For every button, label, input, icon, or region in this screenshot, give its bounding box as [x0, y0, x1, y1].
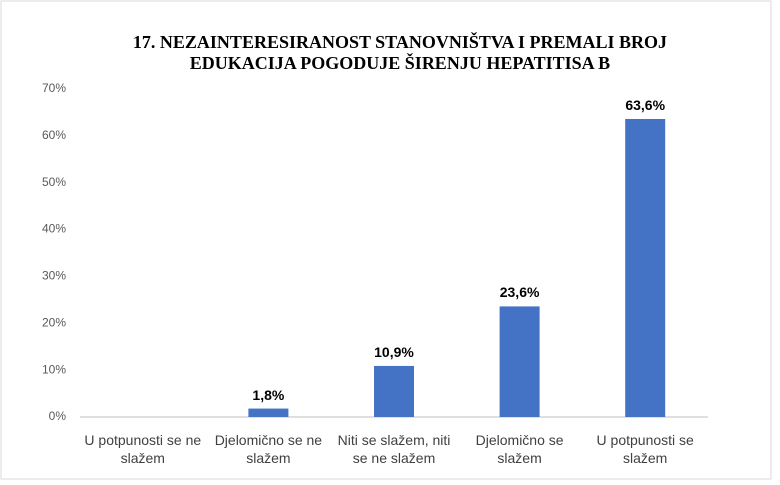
chart-border: [0, 0, 772, 480]
y-tick-label: 0%: [49, 409, 67, 423]
y-tick-label: 50%: [42, 175, 66, 189]
bar: [248, 408, 289, 417]
x-tick-label: Niti se slažem, niti se ne slažem: [337, 432, 451, 466]
bar: [625, 118, 666, 417]
data-label: 1,8%: [252, 386, 285, 403]
y-tick-label: 40%: [42, 222, 66, 236]
data-label: 10,9%: [374, 343, 414, 360]
x-tick-label: U potpunosti se slažem: [596, 432, 694, 466]
x-tick-label: Djelomično se ne slažem: [214, 432, 323, 466]
data-label: 23,6%: [499, 284, 540, 301]
bar: [374, 365, 414, 417]
y-tick-label: 30%: [42, 269, 66, 283]
y-tick-label: 60%: [42, 128, 66, 142]
y-tick-label: 70%: [42, 81, 66, 95]
x-tick-label: Djelomično se slažem: [475, 432, 564, 466]
chart-title: 17. NEZAINTERESIRANOST STANOVNIŠTVA I PR…: [132, 32, 668, 73]
data-label: 63,6%: [625, 96, 666, 113]
y-tick-label: 10%: [42, 362, 66, 376]
y-tick-label: 20%: [42, 315, 66, 329]
x-tick-label: U potpunosti se ne slažem: [84, 432, 202, 466]
bar: [499, 306, 540, 417]
